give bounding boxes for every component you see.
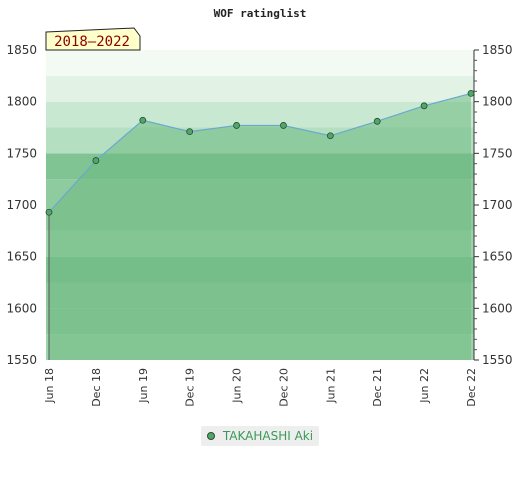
y-tick-label-left: 1750 (6, 146, 37, 160)
y-tick-label-right: 1800 (482, 95, 513, 109)
x-tick-label: Dec 21 (371, 368, 384, 407)
x-tick-label: Dec 22 (465, 368, 478, 407)
y-tick-label-right: 1850 (482, 43, 513, 57)
data-point (45, 208, 53, 216)
y-axis-left: 1550 1600 1650 1700 1750 1800 1850 (6, 43, 37, 367)
data-point (467, 90, 475, 97)
legend-series-name: TAKAHASHI Aki (222, 429, 314, 443)
series-markers (45, 90, 475, 216)
y-tick-label-left: 1700 (6, 198, 37, 212)
y-tick-label-right: 1650 (482, 250, 513, 264)
data-point (373, 117, 381, 125)
data-point (139, 116, 147, 124)
series-area (49, 93, 471, 361)
data-point (420, 102, 428, 110)
band (46, 50, 474, 76)
series-line (48, 92, 472, 213)
period-label: 2018–2022 (54, 34, 130, 50)
x-tick-label: Jun 21 (324, 368, 337, 404)
legend-marker-icon (206, 432, 215, 440)
data-point (233, 122, 240, 129)
data-point (326, 132, 334, 140)
x-tick-label: Jun 20 (231, 368, 244, 404)
band (46, 75, 474, 102)
period-badge: 2018–2022 (45, 27, 141, 51)
x-tick-label: Dec 18 (90, 368, 103, 407)
x-tick-label: Dec 19 (184, 368, 197, 407)
chart-title: WOF ratinglist (214, 7, 307, 20)
x-tick-label: Jun 19 (137, 368, 150, 404)
y-tick-label-left: 1550 (6, 353, 37, 367)
y-tick-label-right: 1750 (482, 146, 513, 160)
y-tick-label-left: 1850 (6, 43, 37, 57)
y-tick-label-right: 1700 (482, 198, 513, 212)
x-tick-label: Jun 18 (43, 368, 56, 404)
x-axis: Jun 18 Dec 18 Jun 19 Dec 19 Jun 20 Dec 20 Jun … (43, 368, 478, 407)
x-tick-label: Dec 20 (277, 368, 290, 407)
x-tick-label: Jun 22 (418, 368, 431, 404)
y-tick-label-left: 1600 (6, 301, 37, 315)
y-tick-label-left: 1650 (6, 250, 37, 264)
y-tick-label-right: 1600 (482, 301, 513, 315)
y-tick-label-left: 1800 (6, 95, 37, 109)
y-tick-label-right: 1550 (482, 353, 513, 367)
y-axis-right: 1550 1600 1650 1700 1750 1800 1850 (474, 43, 513, 367)
data-point (280, 122, 287, 129)
legend: TAKAHASHI Aki (201, 426, 319, 446)
data-point (92, 157, 100, 164)
data-point (186, 128, 194, 136)
